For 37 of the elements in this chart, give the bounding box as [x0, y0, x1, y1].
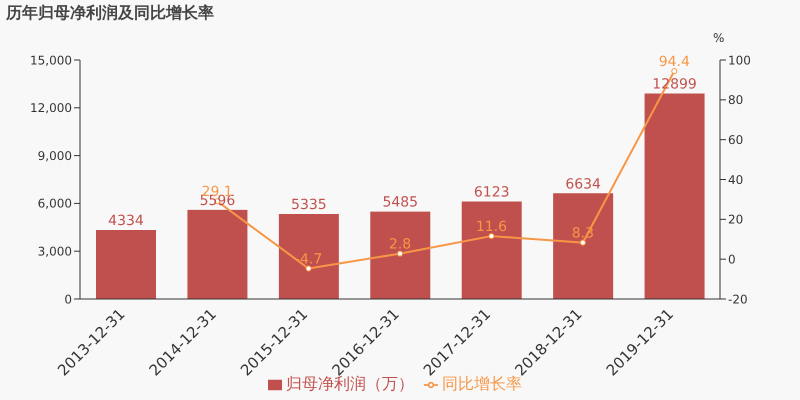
data-label: 5335: [291, 196, 327, 213]
y2-tick-label: 40: [728, 172, 744, 187]
data-label: 5485: [382, 194, 418, 211]
y2-tick-label: 80: [728, 93, 744, 108]
y-tick-label: 15,000: [30, 53, 72, 68]
legend-label: 归母净利润（万）: [286, 374, 414, 393]
chart-title: 历年归母净利润及同比增长率: [6, 3, 214, 24]
point: [488, 233, 494, 240]
data-label: 6123: [474, 184, 510, 200]
point: [306, 266, 312, 272]
data-label: 2.8: [388, 236, 412, 253]
y2-axis-title: %: [713, 31, 724, 45]
y2-tick-label: -20: [728, 292, 748, 306]
y2-tick-label: 20: [728, 212, 744, 227]
data-label: 4334: [108, 212, 144, 229]
y-tick-label: 6,000: [38, 196, 72, 211]
bar: [644, 93, 705, 299]
data-label: 94.4: [658, 54, 690, 70]
bar: [96, 230, 156, 299]
y2-tick-label: 0: [728, 252, 736, 266]
data-label: -4.7: [294, 252, 322, 268]
bar: [278, 214, 339, 299]
legend-label: 同比增长率: [442, 374, 522, 393]
bar: [553, 193, 614, 299]
y-tick-label: 0: [64, 292, 72, 306]
data-label: 6634: [565, 176, 602, 192]
y-tick-label: 3,000: [38, 244, 72, 258]
bar: [462, 201, 522, 299]
bar: [187, 210, 248, 299]
y2-tick-label: 60: [728, 132, 744, 147]
bar: [370, 212, 430, 299]
y2-tick-label: 100: [728, 53, 751, 68]
point: [397, 250, 403, 257]
point: [671, 68, 678, 74]
data-label: 11.6: [476, 219, 508, 236]
y-tick-label: 12,000: [30, 101, 72, 116]
y-tick-label: 9,000: [38, 148, 72, 163]
